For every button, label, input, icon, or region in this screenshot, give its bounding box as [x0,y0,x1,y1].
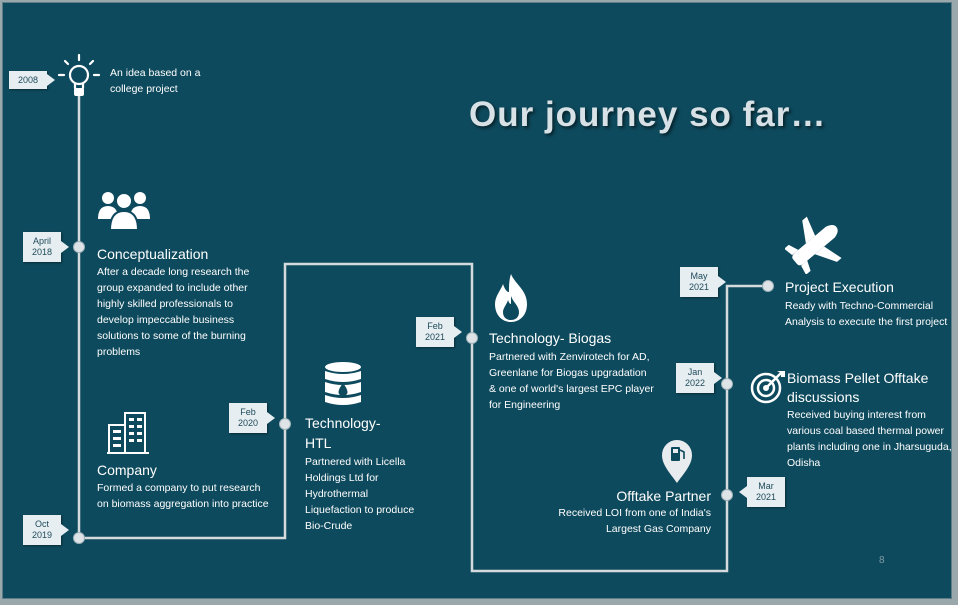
timeline-node-mar-2021 [721,489,733,501]
biogas-heading: Technology- Biogas [489,330,612,346]
page-title: Our journey so far… [469,95,827,134]
date-month: Jan [687,367,703,377]
pellet-heading-line2: discussions [787,389,860,405]
date-callout-feb-2021: Feb 2021 [416,317,462,347]
conceptualization-heading: Conceptualization [97,246,209,262]
date-callout-jan-2022: Jan 2022 [676,363,722,393]
timeline-node-feb-2020 [279,418,291,430]
pellet-heading: Biomass Pellet Offtake discussions [787,370,947,406]
date-month: Feb [240,407,256,417]
page-number: 8 [879,555,885,566]
gas-pin-icon [662,440,692,483]
oil-barrel-icon [325,362,361,405]
idea-text: An idea based on a college project [110,67,201,95]
flame-icon [495,274,527,322]
pellet-text: Received buying interest from various co… [787,409,952,469]
timeline-node-may-2021 [762,280,774,292]
date-callout-mar-2021: Mar 2021 [739,477,785,507]
timeline-node-oct-2019 [73,532,85,544]
date-month: April [32,236,51,246]
date-year: 2022 [684,378,706,388]
date-callout-feb-2020: Feb 2020 [229,403,275,433]
airplane-icon [785,216,842,274]
date-text: 2008 [17,74,39,85]
htl-heading: Technology- HTL [305,415,381,452]
date-callout-2008: 2008 [9,71,55,89]
date-month: Feb [427,321,443,331]
company-heading: Company [97,462,157,478]
lightbulb-icon [57,53,101,96]
date-year: 2018 [31,247,53,257]
date-year: 2020 [237,418,259,428]
date-callout-april-2018: April 2018 [23,232,69,262]
slide: Our journey so far… 2008 An idea based o… [2,2,952,599]
htl-text: Partnered with Licella Holdings Ltd for … [305,456,415,532]
date-year: 2021 [755,492,777,502]
pellet-heading-line1: Biomass Pellet Offtake [787,370,929,386]
biogas-text: Partnered with Zenvirotech for AD, Green… [489,351,654,411]
team-icon [98,192,150,231]
building-icon [107,412,149,454]
execution-text: Ready with Techno-Commercial Analysis to… [785,300,948,328]
date-year: 2021 [688,282,710,292]
date-callout-may-2021: May 2021 [680,267,726,297]
offtake-text: Received LOI from one of India's Largest… [558,507,711,535]
conceptualization-text: After a decade long research the group e… [97,266,250,358]
timeline-node-jan-2022 [721,378,733,390]
target-icon [750,371,785,404]
company-text: Formed a company to put research on biom… [97,482,269,510]
date-year: 2019 [31,530,53,540]
htl-heading-line2: HTL [305,435,332,451]
timeline-node-feb-2021 [466,332,478,344]
htl-heading-line1: Technology- [305,415,381,431]
execution-heading: Project Execution [785,279,894,295]
offtake-heading: Offtake Partner [616,488,711,504]
date-callout-oct-2019: Oct 2019 [23,515,69,545]
date-month: Oct [34,519,49,529]
timeline-node-april-2018 [73,241,85,253]
date-year: 2021 [424,332,446,342]
date-month: May [690,271,708,281]
date-month: Mar [758,481,774,491]
